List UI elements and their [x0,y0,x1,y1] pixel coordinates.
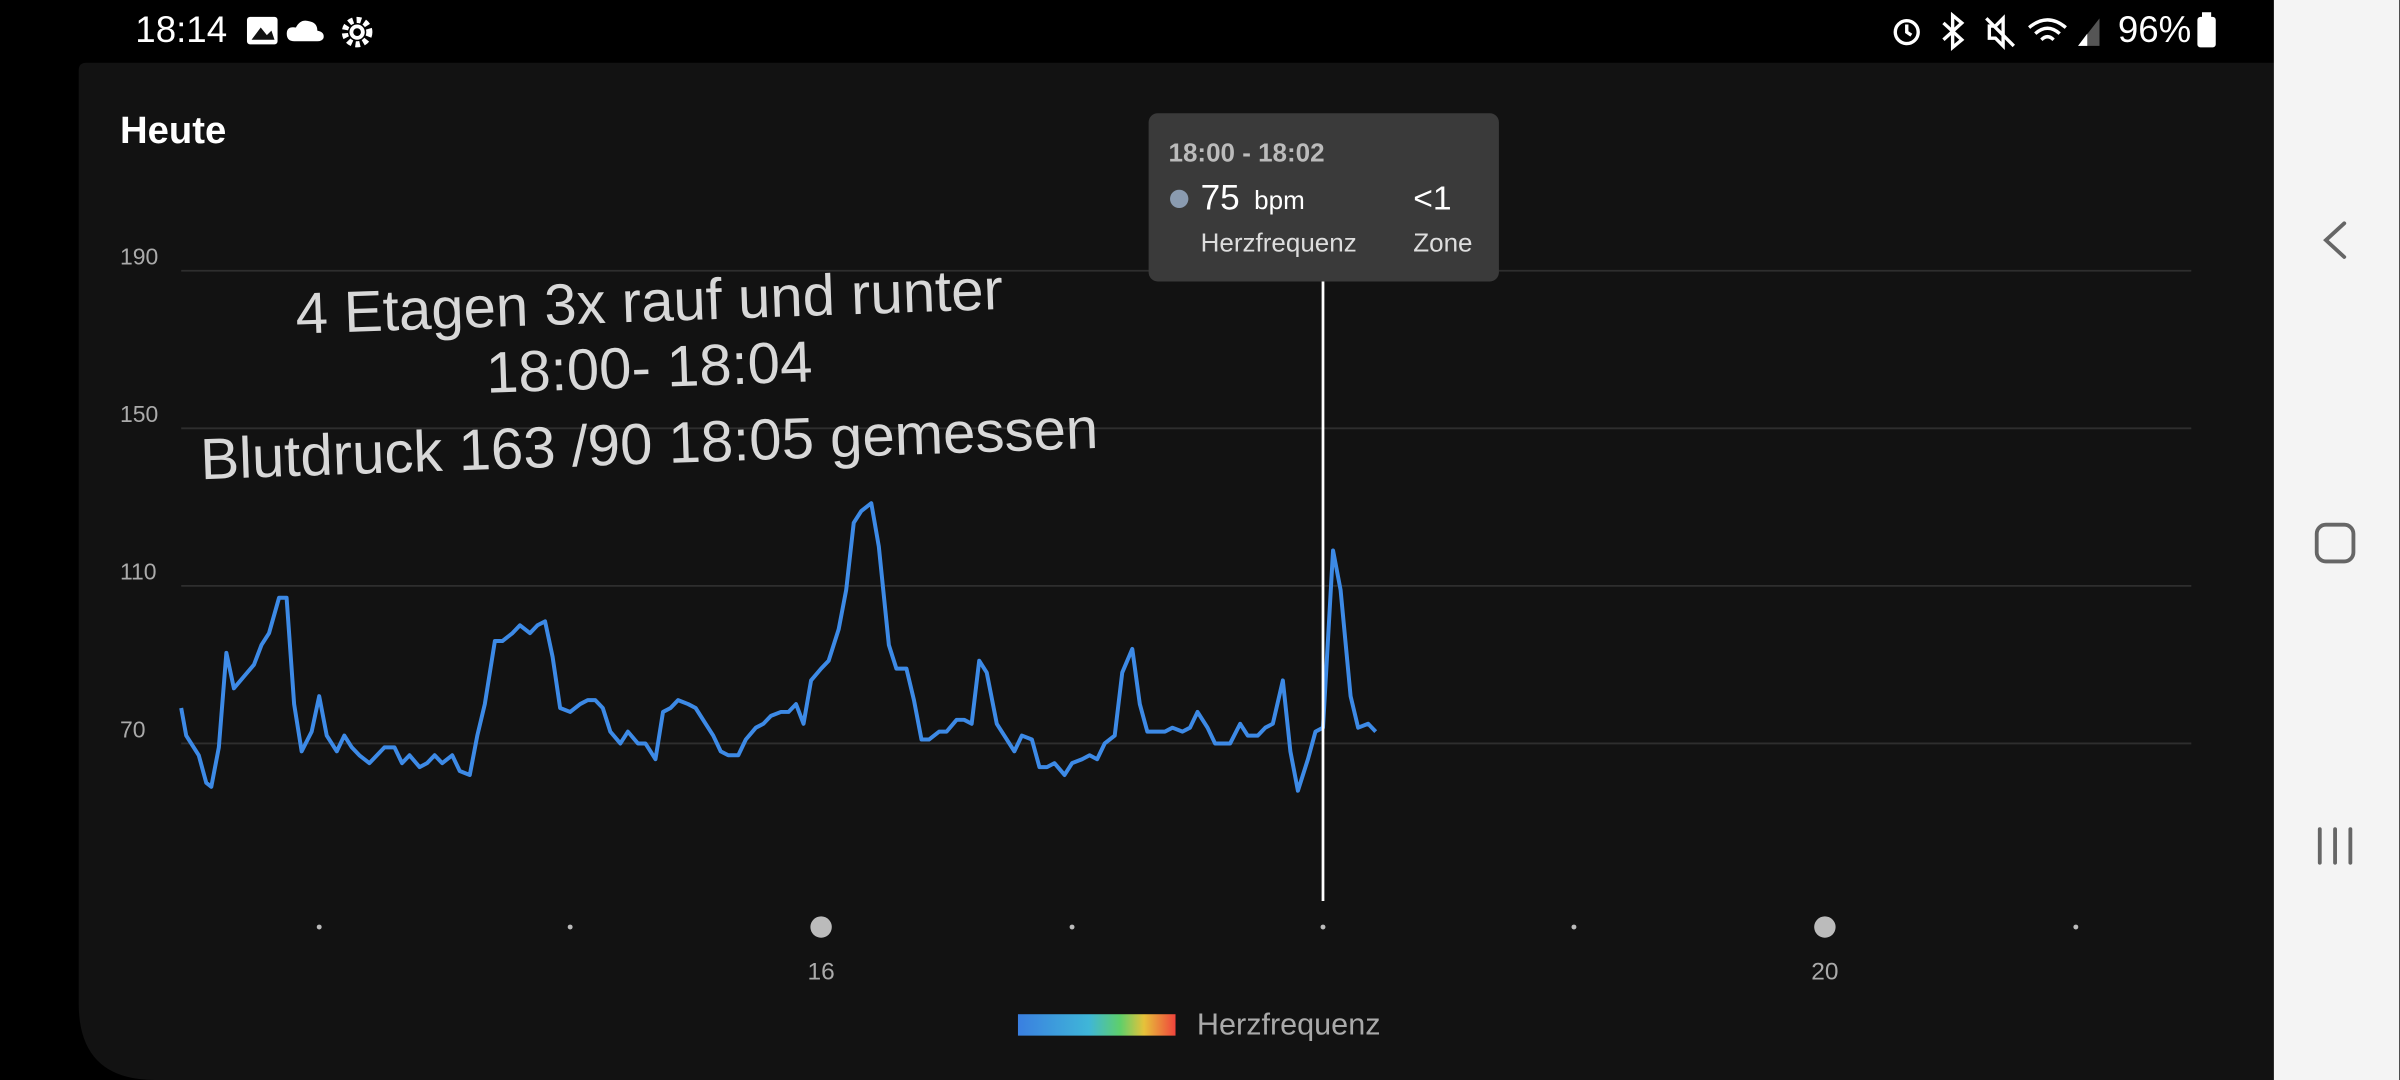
x-minor-tick [1069,924,1075,930]
chart-title: Heute [120,109,226,152]
tooltip-zone: <1 [1413,180,1451,217]
status-icons-left [246,16,373,48]
status-time: 18:14 [135,9,227,50]
heart-rate-line [179,501,1378,793]
y-tick-label: 190 [120,244,158,270]
y-tick-label: 70 [120,716,146,742]
x-tick-label: 16 [807,958,834,985]
y-tick-label: 110 [120,559,157,585]
tooltip-series: Herzfrequenz [1201,228,1357,258]
x-minor-tick [1320,924,1326,930]
annotation: 18:00- 18:04 [485,329,813,405]
x-tick-dot [1814,916,1836,938]
y-tick-label: 150 [120,401,158,427]
back-button[interactable] [2323,221,2347,259]
battery-percent: 96% [2118,9,2191,50]
tooltip-dot [1170,189,1189,209]
card [78,62,2274,1080]
tooltip [1148,113,1499,282]
nav-bar [2273,0,2400,1080]
x-tick-label: 20 [1811,958,1838,985]
tooltip-unit: bpm [1254,185,1305,215]
home-button[interactable] [2314,522,2356,564]
x-minor-tick [316,924,322,930]
tooltip-value: 75 [1201,179,1240,218]
recents-button[interactable] [2317,827,2353,865]
tooltip-zone-name: Zone [1413,228,1472,258]
legend-label: Herzfrequenz [1197,1008,1381,1042]
legend-swatch [1017,1014,1176,1036]
tooltip-range: 18:00 - 18:02 [1168,137,1324,167]
x-minor-tick [2073,924,2079,930]
x-tick-dot [810,916,832,938]
x-minor-tick [567,924,573,930]
x-minor-tick [1571,924,1577,930]
battery-icon [2197,12,2216,48]
